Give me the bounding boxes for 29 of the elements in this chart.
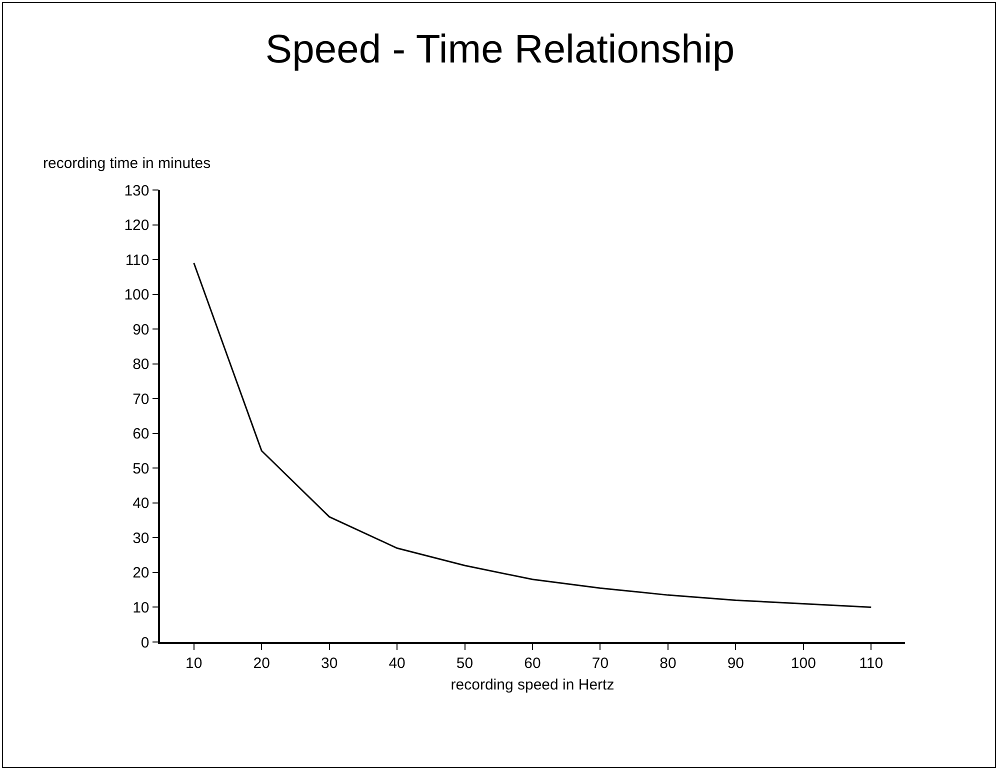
y-tick-label: 120 xyxy=(124,217,150,234)
x-tick-label: 90 xyxy=(727,654,744,672)
y-tick-label: 30 xyxy=(132,530,150,547)
y-tick-label: 40 xyxy=(132,495,150,512)
x-tick-label: 60 xyxy=(524,654,541,672)
y-tick-label: 80 xyxy=(132,356,150,374)
x-tick-label: 100 xyxy=(790,654,816,672)
x-tick-label: 40 xyxy=(388,654,406,672)
x-tick-label: 30 xyxy=(320,654,338,672)
y-tick-label: 50 xyxy=(132,460,150,478)
x-tick-label: 80 xyxy=(660,654,676,672)
x-tick-label: 70 xyxy=(592,654,609,672)
y-tick-label: 0 xyxy=(140,634,150,652)
x-tick-label: 20 xyxy=(253,654,270,672)
y-tick-label: 10 xyxy=(132,599,150,616)
y-tick-label: 20 xyxy=(132,564,150,582)
x-tick-label: 110 xyxy=(859,654,884,672)
y-tick-label: 90 xyxy=(132,321,150,338)
y-tick-label: 110 xyxy=(125,252,150,269)
x-tick-label: 50 xyxy=(456,654,474,672)
chart-title: Speed - Time Relationship xyxy=(265,28,735,72)
y-tick-label: 60 xyxy=(132,426,150,443)
line-series xyxy=(193,262,872,608)
y-tick-label: 70 xyxy=(132,390,150,408)
y-tick-label: 130 xyxy=(124,182,150,200)
x-axis-title: recording speed in Hertz xyxy=(450,676,614,694)
y-axis-title: recording time in minutes xyxy=(43,155,211,172)
y-tick-label: 100 xyxy=(124,286,150,304)
x-tick-label: 10 xyxy=(186,654,202,672)
